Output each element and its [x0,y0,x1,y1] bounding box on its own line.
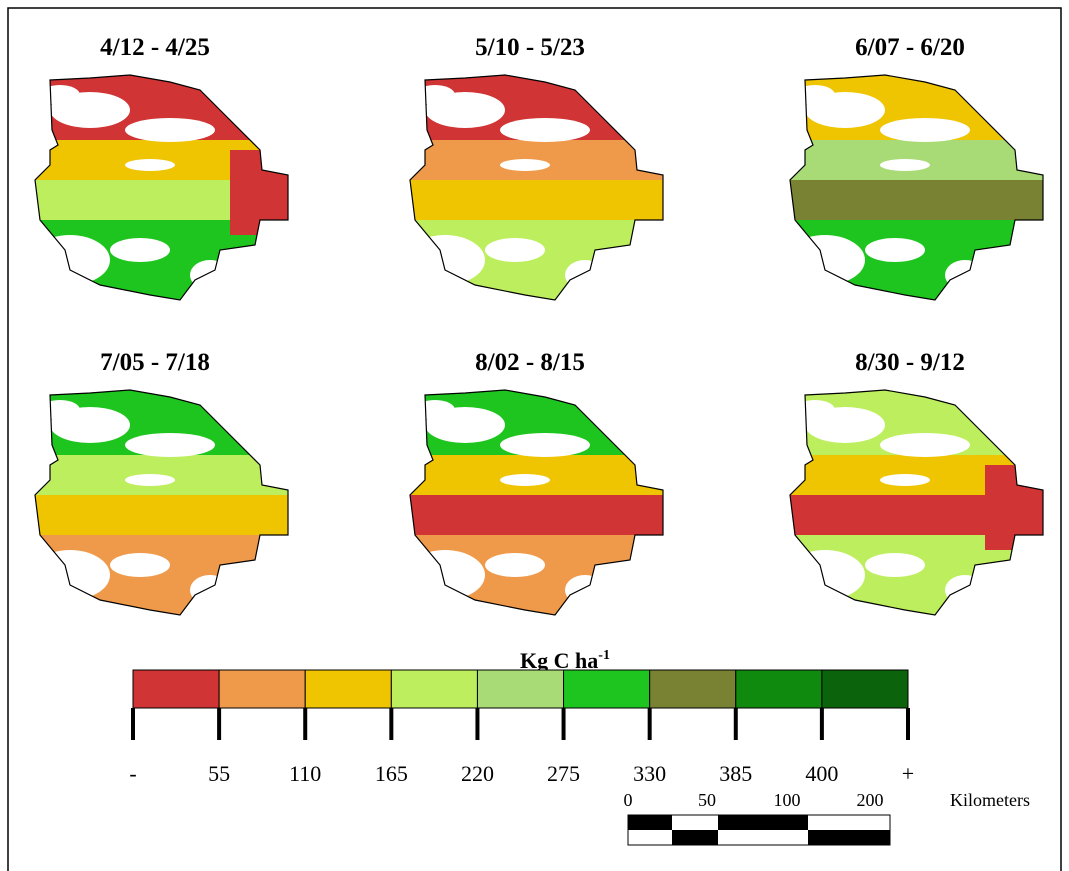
legend-swatch [563,669,651,709]
no-data [415,85,455,105]
map [409,389,664,616]
legend-label: 220 [461,761,494,786]
no-data [35,550,110,600]
no-data [485,553,545,577]
legend-label: 330 [633,761,666,786]
no-data [500,159,550,171]
no-data [865,238,925,262]
no-data [565,260,605,290]
no-data [125,474,175,486]
map [789,389,1044,616]
panel-title: 6/07 - 6/20 [855,34,965,61]
no-data [500,433,590,457]
no-data [945,260,985,290]
no-data [865,553,925,577]
no-data [880,118,970,142]
no-data [40,85,80,105]
map [34,74,289,301]
scale-bar [627,814,891,846]
scale-label: 50 [698,790,716,810]
map-fill [790,75,1043,300]
no-data [795,85,835,105]
map-zone [410,180,663,220]
no-data [880,474,930,486]
no-data [500,118,590,142]
frame [7,7,1062,871]
map-fill [410,75,663,300]
map-zone [35,495,288,535]
no-data [125,118,215,142]
legend-label: 400 [805,761,838,786]
no-data [35,235,110,285]
no-data [500,474,550,486]
map-zone [410,495,663,535]
map-fill [35,75,288,300]
no-data [880,159,930,171]
scale-label: 100 [774,790,801,810]
legend-label: 275 [547,761,580,786]
legend-title: Kg C ha-1 [520,648,610,673]
legend-label: 110 [289,761,321,786]
no-data [795,400,835,420]
scale-unit: Kilometers [950,790,1030,810]
no-data [485,238,545,262]
no-data [190,575,230,605]
no-data [125,433,215,457]
no-data [410,235,485,285]
map-fill [35,390,288,615]
no-data [110,553,170,577]
legend-title-text: Kg C ha [520,648,598,673]
legend-label: + [902,761,914,786]
map-zone [790,180,1043,220]
legend-swatch [649,669,737,709]
legend-label: - [129,761,136,786]
legend-label: 55 [208,761,230,786]
no-data [415,400,455,420]
panel-title: 7/05 - 7/18 [100,349,210,376]
no-data [40,400,80,420]
legend-swatch [304,669,392,709]
no-data [880,433,970,457]
no-data [110,238,170,262]
legend-title-sup: -1 [598,648,610,663]
map [34,389,289,616]
no-data [410,550,485,600]
legend-swatch [218,669,306,709]
legend-label: 385 [719,761,752,786]
panel-title: 8/02 - 8/15 [475,349,585,376]
legend-swatch [735,669,823,709]
legend-swatch [821,669,909,709]
no-data [190,260,230,290]
no-data [125,159,175,171]
panel-title: 4/12 - 4/25 [100,34,210,61]
no-data [565,575,605,605]
map-fill [410,390,663,615]
panel-title: 5/10 - 5/23 [475,34,585,61]
panel-title: 8/30 - 9/12 [855,349,965,376]
legend-label: 165 [375,761,408,786]
legend-swatch [390,669,478,709]
map [409,74,664,301]
scale-label: 200 [857,790,884,810]
no-data [790,235,865,285]
no-data [790,550,865,600]
scale-label: 0 [624,790,633,810]
legend-swatch [476,669,565,709]
legend-swatch [132,669,220,709]
map [789,74,1044,301]
map-fill [790,390,1043,615]
no-data [945,575,985,605]
